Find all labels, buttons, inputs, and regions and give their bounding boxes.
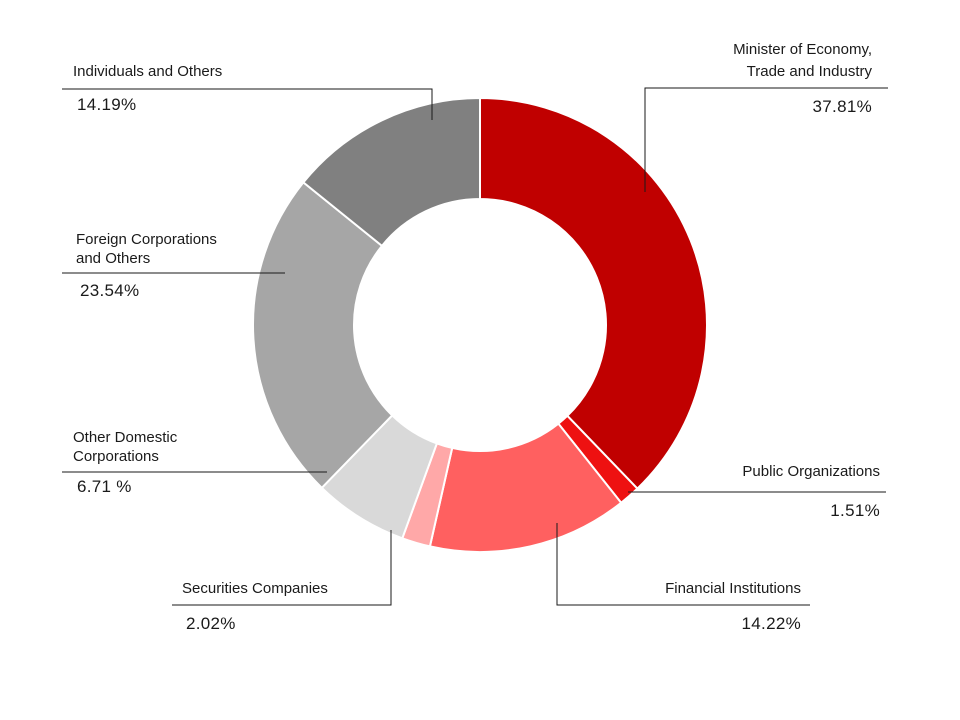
category-label-foreign-corporations-and-others: and Others [76, 250, 150, 267]
value-label-foreign-corporations-and-others: 23.54% [80, 281, 139, 300]
category-label-public-organizations: Public Organizations [742, 463, 880, 480]
slice-minister-of-economy-trade-and-industry [479, 96, 708, 491]
value-label-individuals-and-others: 14.19% [77, 95, 136, 114]
value-label-financial-institutions: 14.22% [742, 614, 801, 633]
value-label-public-organizations: 1.51% [830, 501, 880, 520]
category-label-securities-companies: Securities Companies [182, 580, 328, 597]
category-label-individuals-and-others: Individuals and Others [73, 63, 222, 80]
category-label-foreign-corporations-and-others: Foreign Corporations [76, 231, 217, 248]
category-label-other-domestic-corporations: Other Domestic [73, 429, 178, 446]
leader-line-minister-of-economy-trade-and-industry [644, 87, 888, 192]
value-label-securities-companies: 2.02% [186, 614, 236, 633]
slice-individuals-and-others [301, 96, 481, 248]
leader-line-individuals-and-others [62, 88, 433, 120]
category-label-minister-of-economy-trade-and-industry: Trade and Industry [747, 63, 873, 80]
slice-foreign-corporations-and-others [252, 180, 394, 490]
leader-line-financial-institutions [556, 523, 810, 606]
value-label-other-domestic-corporations: 6.71 % [77, 477, 132, 496]
category-label-minister-of-economy-trade-and-industry: Minister of Economy, [733, 41, 872, 58]
category-label-financial-institutions: Financial Institutions [665, 580, 801, 597]
value-label-minister-of-economy-trade-and-industry: 37.81% [813, 97, 872, 116]
category-label-other-domestic-corporations: Corporations [73, 448, 159, 465]
leader-line-securities-companies [172, 530, 392, 606]
